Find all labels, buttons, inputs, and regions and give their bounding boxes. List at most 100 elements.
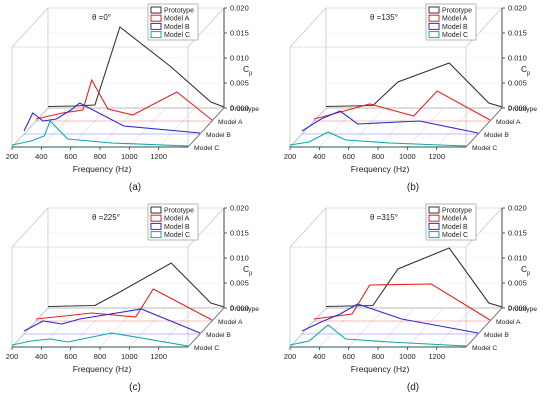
- row-label: Model C: [472, 145, 497, 152]
- z-axis-title-subscript: p: [527, 71, 531, 77]
- legend-label: Model A: [442, 16, 468, 23]
- panel-label: (c): [129, 382, 141, 393]
- series-line-model-a: [313, 283, 491, 321]
- legend-label: Model B: [442, 24, 468, 31]
- floor-gridline: [319, 107, 356, 148]
- x-tick-label: 400: [313, 152, 326, 161]
- z-tick-label: 0.005: [508, 279, 527, 288]
- panel-label: (a): [129, 182, 141, 193]
- floor-gridline: [407, 107, 444, 148]
- x-tick-label: 1200: [150, 352, 167, 361]
- x-tick-label: 1000: [399, 152, 416, 161]
- series-line-prototype: [47, 262, 225, 308]
- x-tick-label: 600: [342, 352, 355, 361]
- x-axis-title: Frequency (Hz): [351, 164, 410, 174]
- legend-label: Model A: [164, 16, 190, 23]
- x-tick-label: 800: [372, 152, 385, 161]
- right-wall-top: [187, 7, 225, 48]
- z-tick-label: 0.010: [508, 54, 527, 63]
- x-tick-label: 200: [284, 152, 297, 161]
- legend-label: Model C: [442, 232, 468, 239]
- row-label: Model A: [496, 319, 521, 326]
- legend-label: Model B: [164, 224, 190, 231]
- legend-label: Model C: [164, 232, 190, 239]
- floor-gridline: [99, 307, 137, 348]
- row-label: Prototype: [230, 306, 259, 313]
- x-tick-label: 600: [64, 352, 77, 361]
- legend-swatch: [428, 6, 440, 14]
- x-tick-label: 1000: [399, 352, 416, 361]
- z-tick-label: 0.020: [230, 204, 249, 213]
- floor-gridline: [407, 307, 444, 348]
- z-axis-title: C: [243, 264, 249, 274]
- z-tick-label: 0.020: [230, 4, 249, 13]
- row-label: Prototype: [230, 106, 259, 113]
- z-axis-title-subscript: p: [249, 71, 253, 77]
- legend-swatch: [428, 231, 440, 239]
- floor-gridline: [377, 107, 415, 148]
- z-tick-label: 0.015: [230, 229, 249, 238]
- floor-gridline: [41, 107, 78, 148]
- right-wall-top: [465, 7, 503, 48]
- legend-swatch: [150, 231, 162, 239]
- right-wall-top: [187, 207, 225, 248]
- legend-swatch: [150, 14, 162, 22]
- floor-gridline: [41, 307, 78, 348]
- angle-label: θ =225°: [92, 213, 120, 222]
- floor-gridline: [348, 307, 385, 348]
- z-tick-label: 0.010: [508, 254, 527, 263]
- legend-swatch: [150, 6, 162, 14]
- x-tick-label: 200: [6, 352, 19, 361]
- chart-panel: 200 400 600 800 1000 1200 Frequency (Hz) 0.000 0…: [284, 4, 538, 194]
- row-label: Model A: [496, 119, 521, 126]
- x-axis-title: Frequency (Hz): [351, 364, 410, 374]
- floor-gridline: [158, 307, 195, 348]
- row-label: Model B: [484, 132, 509, 139]
- legend-swatch: [150, 22, 162, 30]
- floor-gridline: [289, 307, 327, 348]
- series-line-model-b: [301, 110, 479, 134]
- series-line-model-c: [11, 332, 189, 347]
- series-line-prototype: [47, 26, 225, 108]
- z-tick-label: 0.020: [508, 4, 527, 13]
- legend-swatch: [150, 206, 162, 214]
- x-tick-label: 200: [284, 352, 297, 361]
- left-wall-top: [11, 207, 49, 248]
- legend-swatch: [428, 214, 440, 222]
- row-label: Model C: [472, 345, 497, 352]
- row-label: Model B: [206, 332, 231, 339]
- floor-right-edge: [187, 107, 225, 148]
- legend-label: Model B: [164, 24, 190, 31]
- panel-label: (b): [407, 182, 419, 193]
- legend-label: Prototype: [442, 8, 472, 15]
- series-line-model-a: [35, 78, 213, 121]
- x-tick-label: 200: [6, 152, 19, 161]
- x-tick-label: 400: [35, 352, 48, 361]
- chart-panel: 200 400 600 800 1000 1200 Frequency (Hz) 0.000 0…: [6, 204, 260, 394]
- legend-swatch: [428, 22, 440, 30]
- floor-right-edge: [465, 107, 503, 148]
- left-wall-top: [11, 7, 49, 48]
- left-wall-top: [289, 7, 327, 48]
- row-label: Model C: [194, 145, 219, 152]
- series-line-model-c: [289, 131, 467, 147]
- z-axis-title: C: [521, 64, 527, 74]
- legend-swatch: [150, 31, 162, 39]
- row-label: Model B: [206, 132, 231, 139]
- z-tick-label: 0.000: [230, 304, 249, 313]
- legend-swatch: [150, 222, 162, 230]
- z-tick-label: 0.015: [230, 29, 249, 38]
- legend-swatch: [428, 206, 440, 214]
- z-tick-label: 0.020: [508, 204, 527, 213]
- x-tick-label: 1200: [428, 152, 445, 161]
- legend-swatch: [428, 222, 440, 230]
- x-tick-label: 800: [94, 152, 107, 161]
- floor-gridline: [377, 307, 415, 348]
- z-axis-title-subscript: p: [527, 271, 531, 277]
- z-tick-label: 0.000: [508, 304, 527, 313]
- z-tick-label: 0.000: [508, 104, 527, 113]
- series-line-prototype: [325, 247, 503, 308]
- z-axis-title: C: [243, 64, 249, 74]
- legend-label: Prototype: [164, 208, 194, 215]
- x-axis-title: Frequency (Hz): [73, 364, 132, 374]
